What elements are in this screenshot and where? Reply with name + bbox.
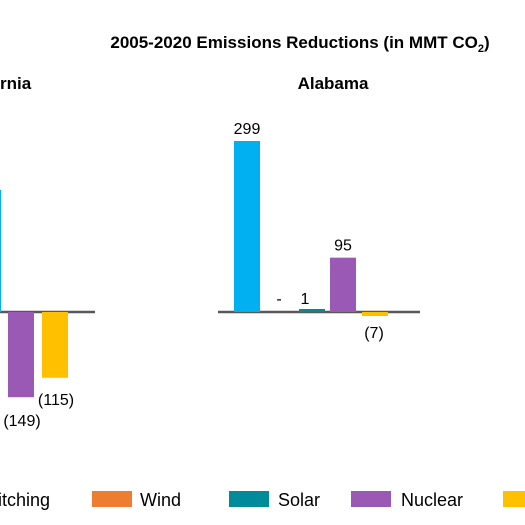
chart-legend: itching Wind Solar Nuclear — [0, 490, 525, 510]
data-label: 95 — [334, 238, 352, 255]
bar-other — [42, 312, 68, 378]
bar-nuclear — [8, 312, 34, 398]
legend-item: itching — [0, 490, 50, 510]
bar-fuel-switching — [234, 141, 260, 312]
panel-title: rnia — [0, 74, 32, 93]
panel-california: rnia (149) (115) — [0, 74, 95, 430]
chart-title: 2005-2020 Emissions Reductions (in MMT C… — [110, 33, 489, 55]
bar-fuel-switching — [0, 190, 1, 312]
data-label: (115) — [38, 392, 74, 409]
bar-other — [362, 312, 388, 317]
chart-title-suffix: ) — [484, 33, 490, 52]
legend-item: Nuclear — [351, 490, 463, 510]
legend-swatch — [351, 491, 391, 507]
legend-label: Solar — [278, 490, 320, 510]
data-label: (149) — [3, 413, 40, 430]
legend-item: Solar — [229, 490, 320, 510]
legend-swatch — [229, 491, 269, 507]
legend-label: Nuclear — [401, 490, 463, 510]
data-label: 299 — [234, 121, 261, 138]
bar-solar — [299, 309, 325, 312]
chart-panels: rnia (149) (115) Alabama 299 - 1 95 (7) — [0, 74, 420, 430]
panel-title: Alabama — [298, 74, 369, 93]
legend-swatch — [503, 491, 525, 507]
legend-label: itching — [0, 490, 50, 510]
legend-item: Wind — [92, 490, 181, 510]
bar-nuclear — [330, 257, 356, 312]
legend-item — [503, 491, 525, 507]
data-label: (7) — [364, 325, 384, 342]
chart-title-main: 2005-2020 Emissions Reductions (in MMT C… — [110, 33, 477, 52]
data-label: 1 — [301, 291, 310, 308]
chart-title-subscript: 2 — [478, 43, 484, 55]
legend-swatch — [92, 491, 132, 507]
legend-label: Wind — [140, 490, 181, 510]
data-label: - — [276, 291, 281, 308]
panel-alabama: Alabama 299 - 1 95 (7) — [218, 74, 420, 342]
